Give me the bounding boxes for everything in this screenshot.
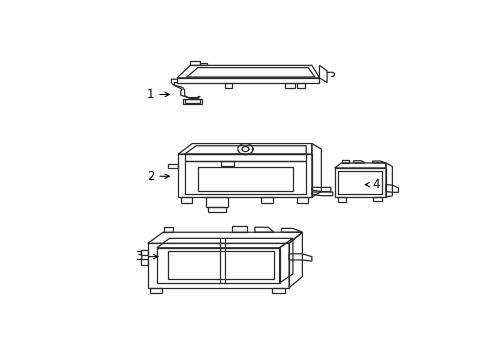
Text: 1: 1 [147, 88, 170, 101]
Text: 4: 4 [365, 178, 380, 191]
Text: 3: 3 [136, 250, 158, 263]
Text: 2: 2 [147, 170, 170, 183]
